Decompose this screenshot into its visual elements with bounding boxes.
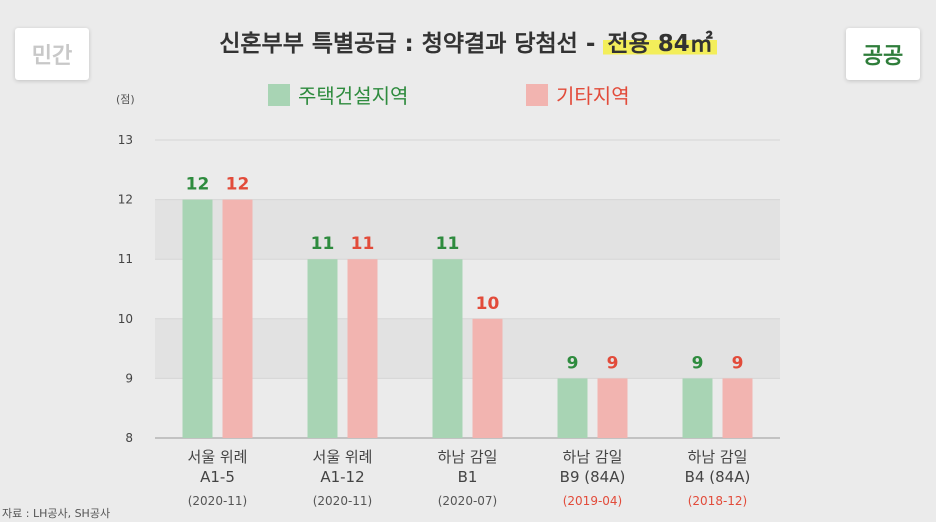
bar-value-label-housing: 12	[186, 175, 210, 195]
x-tick-label-sub: B9 (84A)	[560, 468, 626, 486]
bar-housing	[682, 378, 713, 438]
chart-title-main: 신혼부부 특별공급 : 청약결과 당첨선 -	[219, 31, 604, 57]
bar-value-label-other: 11	[351, 234, 375, 254]
x-tick-label-sub: A1-12	[320, 468, 364, 486]
bar-housing	[557, 378, 588, 438]
bar-housing	[432, 259, 463, 438]
y-axis-unit: (점)	[116, 93, 135, 106]
public-badge: 공공	[846, 28, 920, 80]
bar-value-label-other: 9	[732, 353, 744, 373]
x-tick-date: (2020-07)	[438, 494, 498, 508]
bar-other	[347, 259, 378, 438]
x-tick-label-sub: A1-5	[200, 468, 235, 486]
bar-other	[597, 378, 628, 438]
legend-label-other: 기타지역	[556, 84, 630, 108]
bar-housing	[182, 199, 213, 438]
bar-value-label-other: 12	[226, 175, 250, 195]
x-tick-label: 하남 감일	[438, 448, 498, 466]
y-tick-label: 9	[125, 371, 133, 385]
bar-value-label-housing: 9	[567, 353, 579, 373]
legend-item-housing: 주택건설지역	[268, 80, 408, 109]
bar-value-label-other: 10	[476, 294, 500, 314]
legend-item-other: 기타지역	[526, 80, 630, 109]
grid-band	[155, 318, 780, 379]
chart-title: 신혼부부 특별공급 : 청약결과 당첨선 - 전용 84㎡	[0, 24, 936, 58]
y-tick-label: 12	[118, 193, 133, 207]
bar-value-label-other: 9	[607, 353, 619, 373]
bar-housing	[307, 259, 338, 438]
bar-value-label-housing: 11	[311, 234, 335, 254]
x-tick-date: (2020-11)	[188, 494, 248, 508]
chart-title-highlight: 전용 84㎡	[603, 31, 717, 57]
source-note: 자료 : LH공사, SH공사	[2, 507, 111, 520]
x-tick-date: (2019-04)	[563, 494, 623, 508]
bar-value-label-housing: 11	[436, 234, 460, 254]
y-tick-label: 10	[118, 312, 133, 326]
x-tick-label-sub: B1	[458, 468, 478, 486]
legend-label-housing: 주택건설지역	[298, 84, 409, 108]
private-badge: 민간	[15, 28, 89, 80]
bar-other	[472, 318, 503, 438]
x-tick-label: 하남 감일	[688, 448, 748, 466]
bar-value-label-housing: 9	[692, 353, 704, 373]
x-tick-label-sub: B4 (84A)	[685, 468, 751, 486]
x-tick-date: (2020-11)	[313, 494, 373, 508]
y-tick-label: 11	[118, 252, 133, 266]
grid-band	[155, 199, 780, 260]
x-tick-label: 서울 위례	[313, 448, 373, 466]
legend-swatch-housing	[268, 83, 290, 106]
x-tick-label: 서울 위례	[188, 448, 248, 466]
y-tick-label: 8	[125, 431, 133, 445]
x-tick-label: 하남 감일	[563, 448, 623, 466]
bar-other	[222, 199, 253, 438]
legend-swatch-other	[526, 83, 548, 106]
x-tick-date: (2018-12)	[688, 494, 748, 508]
y-tick-label: 13	[118, 133, 133, 147]
bar-other	[722, 378, 753, 438]
legend: 주택건설지역 기타지역	[0, 80, 936, 110]
